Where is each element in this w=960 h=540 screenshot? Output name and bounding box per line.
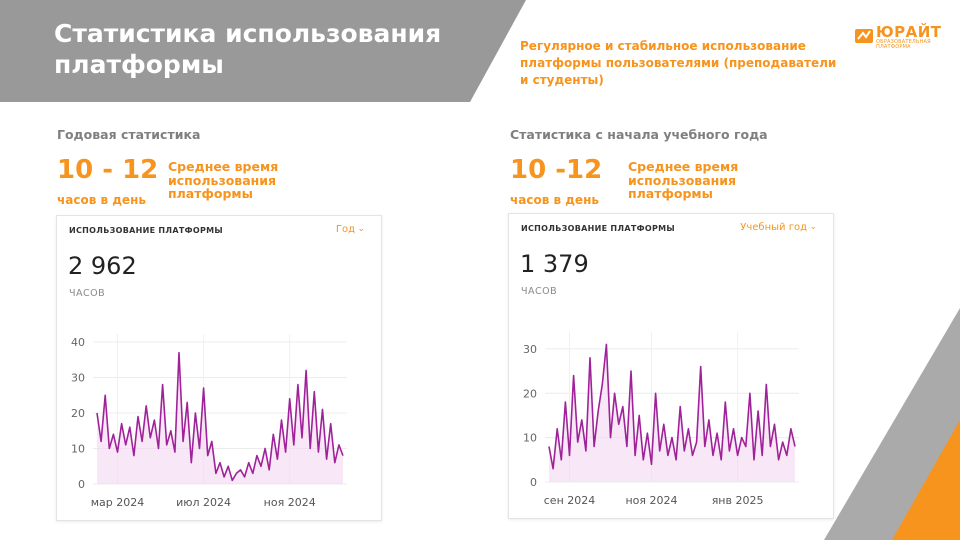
right-chart-x-tick-label: сен 2024 — [544, 494, 596, 507]
left-section-label: Годовая статистика — [57, 127, 201, 142]
right-chart-series-area — [549, 344, 795, 482]
left-total-hours: 2 962 — [68, 252, 137, 280]
corner-orange-shape — [892, 420, 960, 540]
left-usage-chart: 0 10 20 30 40 мар 2024 июл 2024 ноя 2024 — [71, 334, 347, 509]
logo-mark-icon — [855, 29, 873, 43]
right-avg-label: Среднее время использования платформы — [628, 159, 739, 201]
chevron-down-icon[interactable]: ⌄ — [809, 222, 817, 232]
right-chart-series-line — [548, 343, 796, 470]
logo-line2: ПЛАТФОРМА — [876, 44, 911, 50]
header-banner — [0, 0, 526, 102]
right-per-day: часов в день — [510, 193, 599, 207]
left-chart-y-tick-label: 30 — [71, 372, 85, 385]
chevron-down-icon[interactable]: ⌄ — [357, 224, 365, 234]
left-chart-series-line — [96, 351, 344, 482]
right-chart-y-tick-label: 0 — [530, 476, 537, 489]
right-usage-card: 0 10 20 30 сен 2024 ноя 2024 янв 2025 ИСПОЛЬЗО… — [508, 213, 834, 519]
left-usage-card: 0 10 20 30 40 мар 2024 июл 2024 ноя 2024 ИСПОЛЬ… — [56, 215, 382, 521]
right-hours-range: 10 -12 — [510, 155, 603, 185]
corner-decoration — [824, 308, 960, 540]
right-chart-x-tick-label: ноя 2024 — [625, 494, 677, 507]
right-total-unit: ЧАСОВ — [521, 286, 558, 297]
right-usage-chart: 0 10 20 30 сен 2024 ноя 2024 янв 2025 — [523, 332, 799, 507]
left-period-select[interactable]: Год — [335, 224, 355, 235]
yurait-logo: ЮРАЙТ ОБРАЗОВАТЕЛЬНАЯ ПЛАТФОРМА — [854, 23, 941, 50]
right-period-select[interactable]: Учебный год — [740, 222, 807, 233]
left-hours-range: 10 - 12 — [57, 155, 159, 185]
left-per-day: часов в день — [57, 193, 146, 207]
right-chart-y-tick-label: 30 — [523, 343, 537, 356]
right-chart-y-tick-label: 20 — [523, 387, 537, 400]
left-chart-y-tick-label: 20 — [71, 407, 85, 420]
left-chart-x-tick-label: ноя 2024 — [264, 496, 316, 509]
right-chart-x-tick-label: янв 2025 — [712, 494, 764, 507]
left-avg-label: Среднее время использования платформы — [168, 159, 279, 201]
left-chart-x-tick-label: июл 2024 — [176, 496, 231, 509]
header-gray-shape — [0, 0, 526, 102]
page-subtitle: Регулярное и стабильное использование пл… — [520, 39, 837, 87]
right-chart-y-tick-label: 10 — [523, 432, 537, 445]
right-total-hours: 1 379 — [520, 250, 589, 278]
logo-name: ЮРАЙТ — [876, 23, 942, 41]
left-card-title: ИСПОЛЬЗОВАНИЕ ПЛАТФОРМЫ — [69, 226, 223, 235]
left-chart-y-tick-label: 0 — [78, 478, 85, 491]
left-total-unit: ЧАСОВ — [69, 288, 106, 299]
right-section-label: Статистика с начала учебного года — [510, 127, 768, 142]
left-chart-y-tick-label: 10 — [71, 443, 85, 456]
right-card-title: ИСПОЛЬЗОВАНИЕ ПЛАТФОРМЫ — [521, 224, 675, 233]
page-title: Статистика использования платформы — [54, 19, 442, 79]
left-chart-y-tick-label: 40 — [71, 336, 85, 349]
left-chart-x-tick-label: мар 2024 — [91, 496, 145, 509]
left-chart-series-area — [97, 352, 343, 484]
logo-line1: ОБРАЗОВАТЕЛЬНАЯ — [876, 39, 931, 45]
